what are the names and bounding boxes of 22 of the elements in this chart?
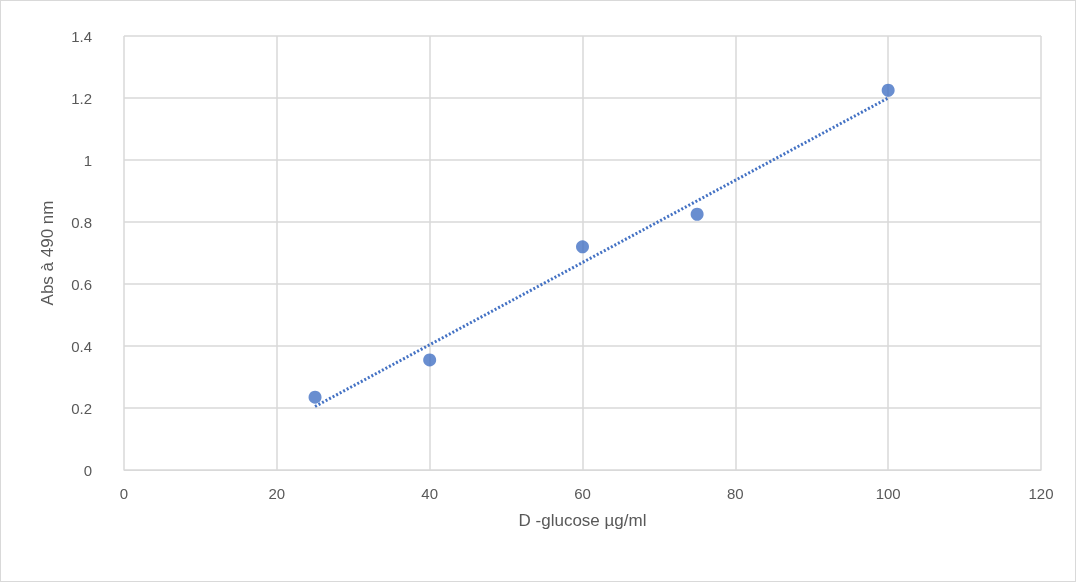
- y-tick-label: 0.8: [71, 213, 92, 231]
- x-tick-label: 0: [119, 485, 129, 502]
- point: [690, 207, 704, 221]
- y-axis-title: Abs à 490 nm: [38, 200, 57, 306]
- y-tick-label: 0.4: [71, 337, 92, 355]
- point: [423, 353, 437, 367]
- x-tick-label: 120: [1028, 485, 1054, 502]
- x-axis-title: D -glucose µg/ml: [518, 511, 647, 530]
- y-tick-label: 1.4: [71, 27, 92, 45]
- point: [576, 240, 589, 254]
- y-tick-label: 0.2: [71, 399, 92, 417]
- y-tick-label: 0: [83, 461, 92, 479]
- y-tick-label: 1: [83, 151, 92, 169]
- x-tick-label: 100: [875, 485, 901, 502]
- x-tick-label: 20: [268, 485, 286, 502]
- x-tick-label: 80: [726, 485, 744, 502]
- x-tick-label: 60: [574, 485, 591, 502]
- point: [881, 83, 895, 97]
- point: [308, 390, 322, 404]
- y-tick-label: 0.6: [71, 275, 92, 293]
- x-tick-label: 40: [421, 485, 439, 502]
- y-tick-label: 1.2: [71, 89, 92, 107]
